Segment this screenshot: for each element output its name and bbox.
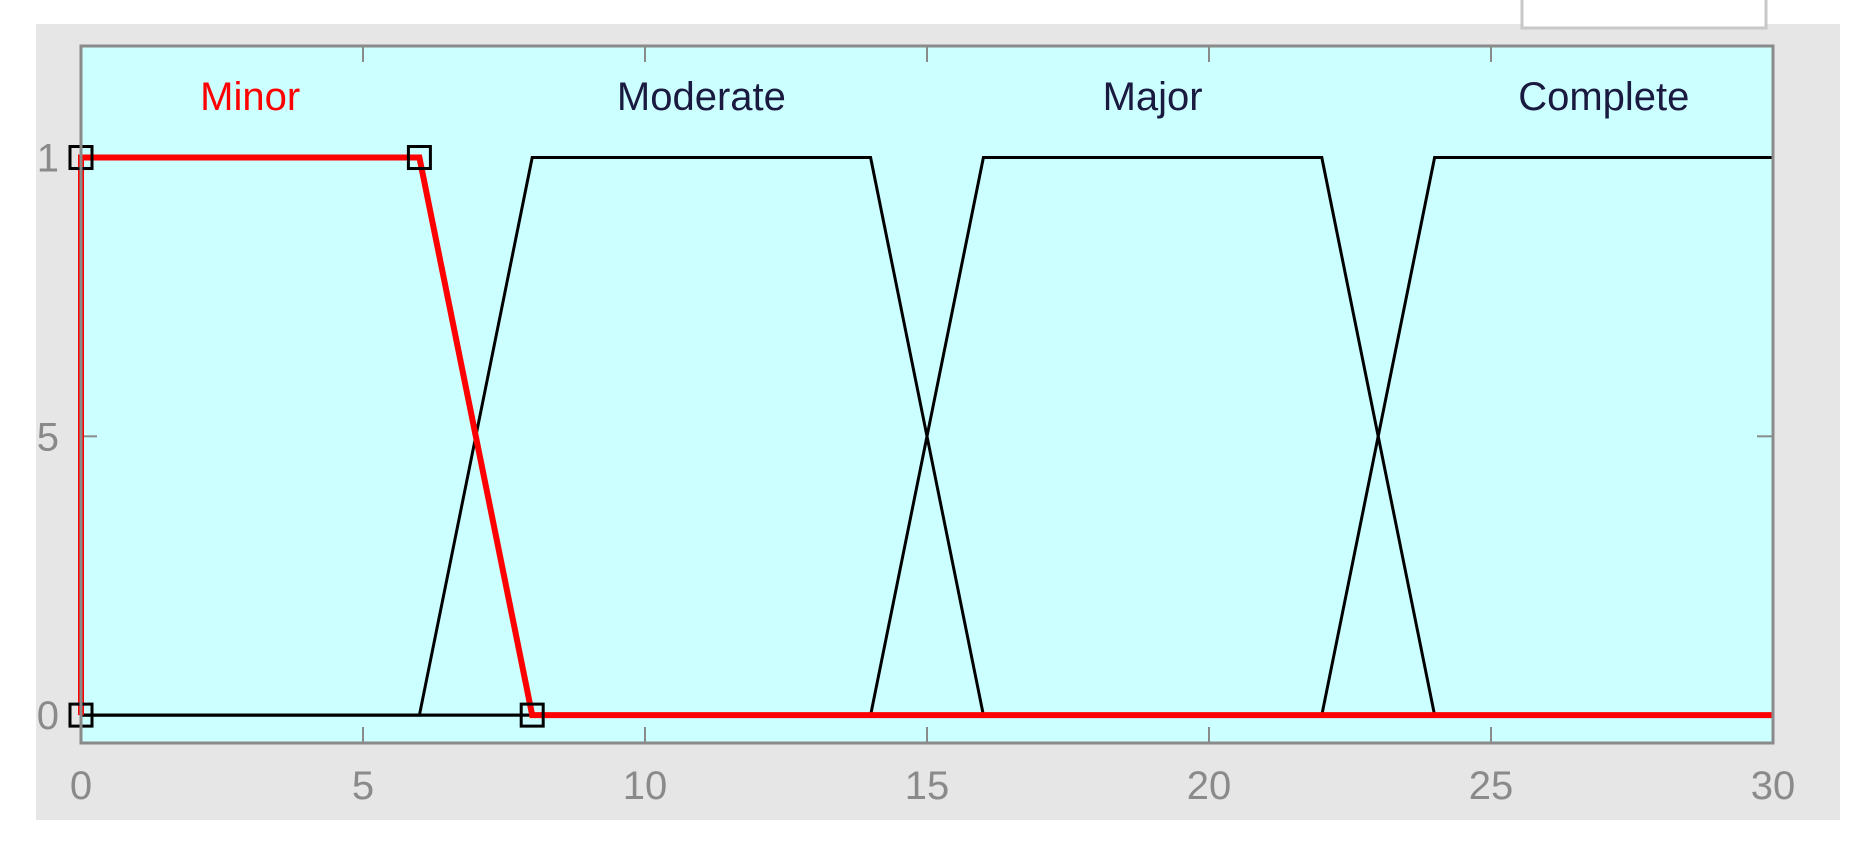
x-tick-label: 0 xyxy=(70,764,92,808)
axes-background xyxy=(81,46,1773,743)
legend-label: Complete xyxy=(1518,75,1689,119)
x-tick-label: 5 xyxy=(352,764,374,808)
x-tick-label: 15 xyxy=(905,764,950,808)
legend-label: Major xyxy=(1103,75,1203,119)
plot-area: 0 5 10 15 20 25 30 0 5 1 Moderate Major Complete Mino… xyxy=(37,44,1796,808)
x-tick-label: 30 xyxy=(1751,764,1796,808)
legend-label: Moderate xyxy=(617,75,786,119)
legend-label: Minor xyxy=(200,75,300,119)
x-tick-label: 10 xyxy=(623,764,668,808)
vertex-marker xyxy=(519,702,545,728)
x-tick-label: 20 xyxy=(1187,764,1232,808)
y-tick-label: 0 xyxy=(37,694,59,738)
y-tick-label: 5 xyxy=(37,415,59,459)
vertex-marker xyxy=(406,145,432,171)
y-tick-label: 1 xyxy=(37,137,59,181)
axes-frame xyxy=(79,44,1775,745)
x-tick-label: 25 xyxy=(1469,764,1514,808)
control-box xyxy=(1520,0,1768,30)
